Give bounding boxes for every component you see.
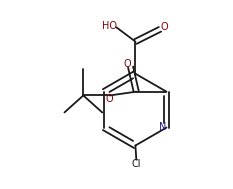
Text: O: O bbox=[160, 22, 168, 32]
Text: Cl: Cl bbox=[132, 160, 141, 169]
Text: N: N bbox=[159, 122, 166, 132]
Text: HO: HO bbox=[102, 21, 117, 30]
Text: O: O bbox=[106, 94, 114, 104]
Text: O: O bbox=[123, 59, 131, 69]
